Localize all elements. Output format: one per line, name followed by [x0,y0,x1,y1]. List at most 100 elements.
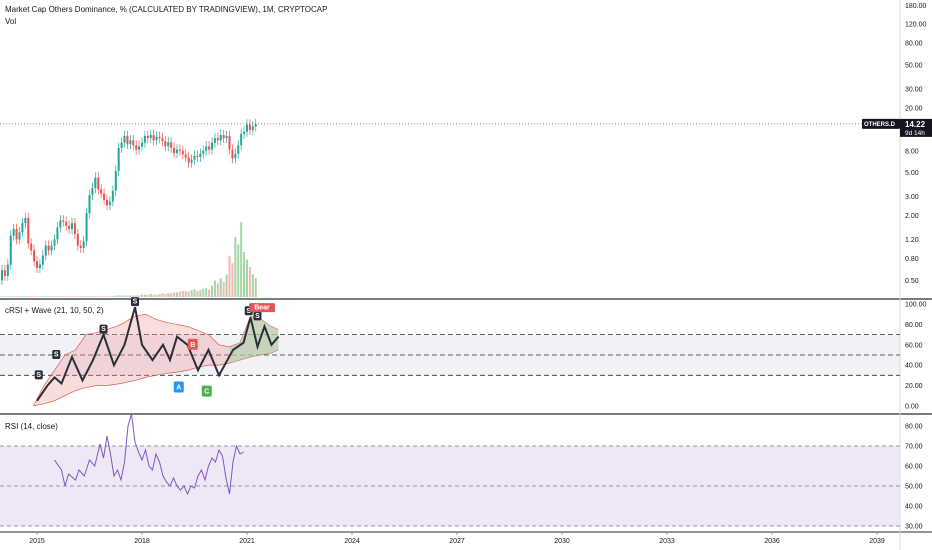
volume-bar [234,237,237,297]
volume-bar [140,294,144,297]
wave-marker [201,385,212,397]
candle-body [184,154,187,158]
candle-body [35,261,39,269]
main-price-axis[interactable]: 180.00120.0080.0050.0030.0020.0012.008.0… [905,3,927,285]
y-tick-label: 0.00 [905,403,919,410]
s-marker [253,311,262,321]
candle-body [193,155,196,160]
candle-body [164,141,167,147]
volume-bar [44,296,47,297]
volume-bar [21,296,24,297]
volume-bar [135,295,138,297]
candle-body [41,255,44,265]
wave-upper-line [33,313,279,407]
y-tick-label: 20.00 [905,105,923,112]
candle-body [199,153,202,158]
candle-body [173,147,176,154]
candle-body [21,223,24,233]
volume-bar [56,296,59,297]
volume-bar [196,291,199,297]
y-tick-label: 30.00 [905,524,923,531]
y-tick-label: 5.00 [905,170,919,177]
volume-bar [132,295,135,297]
candle-body [108,201,111,206]
volume-bar [18,296,21,297]
wave-fill-bull [229,316,279,364]
y-tick-label: 2.00 [905,213,919,220]
candle-body [53,239,56,246]
volume-bar [155,294,158,297]
candles [0,118,257,286]
volume-bar [111,296,114,297]
y-tick-label: 40.00 [905,504,923,511]
candle-body [231,149,234,159]
candle-body [251,126,254,130]
crsi-line [36,306,280,402]
candle-body [27,217,30,244]
candle-body [178,149,181,151]
volume-bar [216,283,219,297]
volume-bar [161,293,164,297]
rsi-title[interactable]: RSI (14, close) [5,422,58,431]
candle-body [117,147,120,171]
s-marker-label: S [246,308,251,315]
candle-body [50,245,53,251]
candle-body [70,223,74,229]
volume-bar [62,296,65,297]
crsi-title[interactable]: cRSI + Wave (21, 10, 50, 2) [5,306,104,315]
volume-bar [187,291,190,297]
candle-body [111,190,114,202]
x-tick-label: 2021 [239,538,255,545]
volume-bar [181,291,184,297]
wave-marker-label: A [176,385,181,392]
candle-body [56,227,59,240]
volume-bar [94,296,97,297]
y-tick-label: 30.00 [905,87,923,94]
rsi-price-axis[interactable]: 80.00 70.00 60.00 50.00 40.00 30.00 [905,424,923,531]
volume-bar [79,296,82,297]
candle-body [44,245,47,256]
volume-bar [27,296,30,297]
s-marker-label: S [101,326,106,333]
volume-bar [237,244,240,297]
main-chart-title[interactable]: Market Cap Others Dominance, % (CALCULAT… [5,5,327,14]
crsi-price-axis[interactable]: 100.00 80.00 60.00 40.00 20.00 0.00 [905,302,927,411]
candle-body [208,146,211,150]
rsi-line-group [54,413,244,496]
candle-body [59,220,62,228]
candle-body [196,155,199,158]
volume-label[interactable]: Vol [5,17,16,26]
volume-bar [164,294,167,297]
candle-body [114,170,117,191]
candle-body [219,135,222,141]
candle-body [155,136,158,141]
candle-body [240,133,243,146]
s-marker-label: S [54,352,59,359]
volume-bar [12,296,15,297]
candle-body [132,140,135,146]
candle-body [146,135,149,139]
price-badge: OTHERS.D 14.22 9d 14h [862,118,932,137]
y-tick-label: 60.00 [905,464,923,471]
volume-bar [149,294,152,297]
candle-body [143,135,146,143]
y-tick-label: 80.00 [905,41,923,48]
volume-bar [33,296,36,297]
candle-body [181,150,184,155]
volume-bar [65,296,68,297]
candle-body [68,225,71,229]
time-axis[interactable]: 2015 2018 2021 2024 2027 2030 2033 2036 2039 [29,532,885,545]
y-tick-label: 80.00 [905,322,923,329]
candle-body [9,235,12,265]
volume-bar [85,296,88,297]
candle-body [97,177,100,190]
y-tick-label: 0.80 [905,256,919,263]
volume-bar [248,267,251,297]
y-tick-label: 3.00 [905,194,919,201]
candle-body [152,135,155,141]
candle-body [245,124,249,132]
volume-bar [173,292,176,297]
candle-body [254,123,257,127]
candle-body [120,142,123,148]
s-marker-label: S [36,372,41,379]
